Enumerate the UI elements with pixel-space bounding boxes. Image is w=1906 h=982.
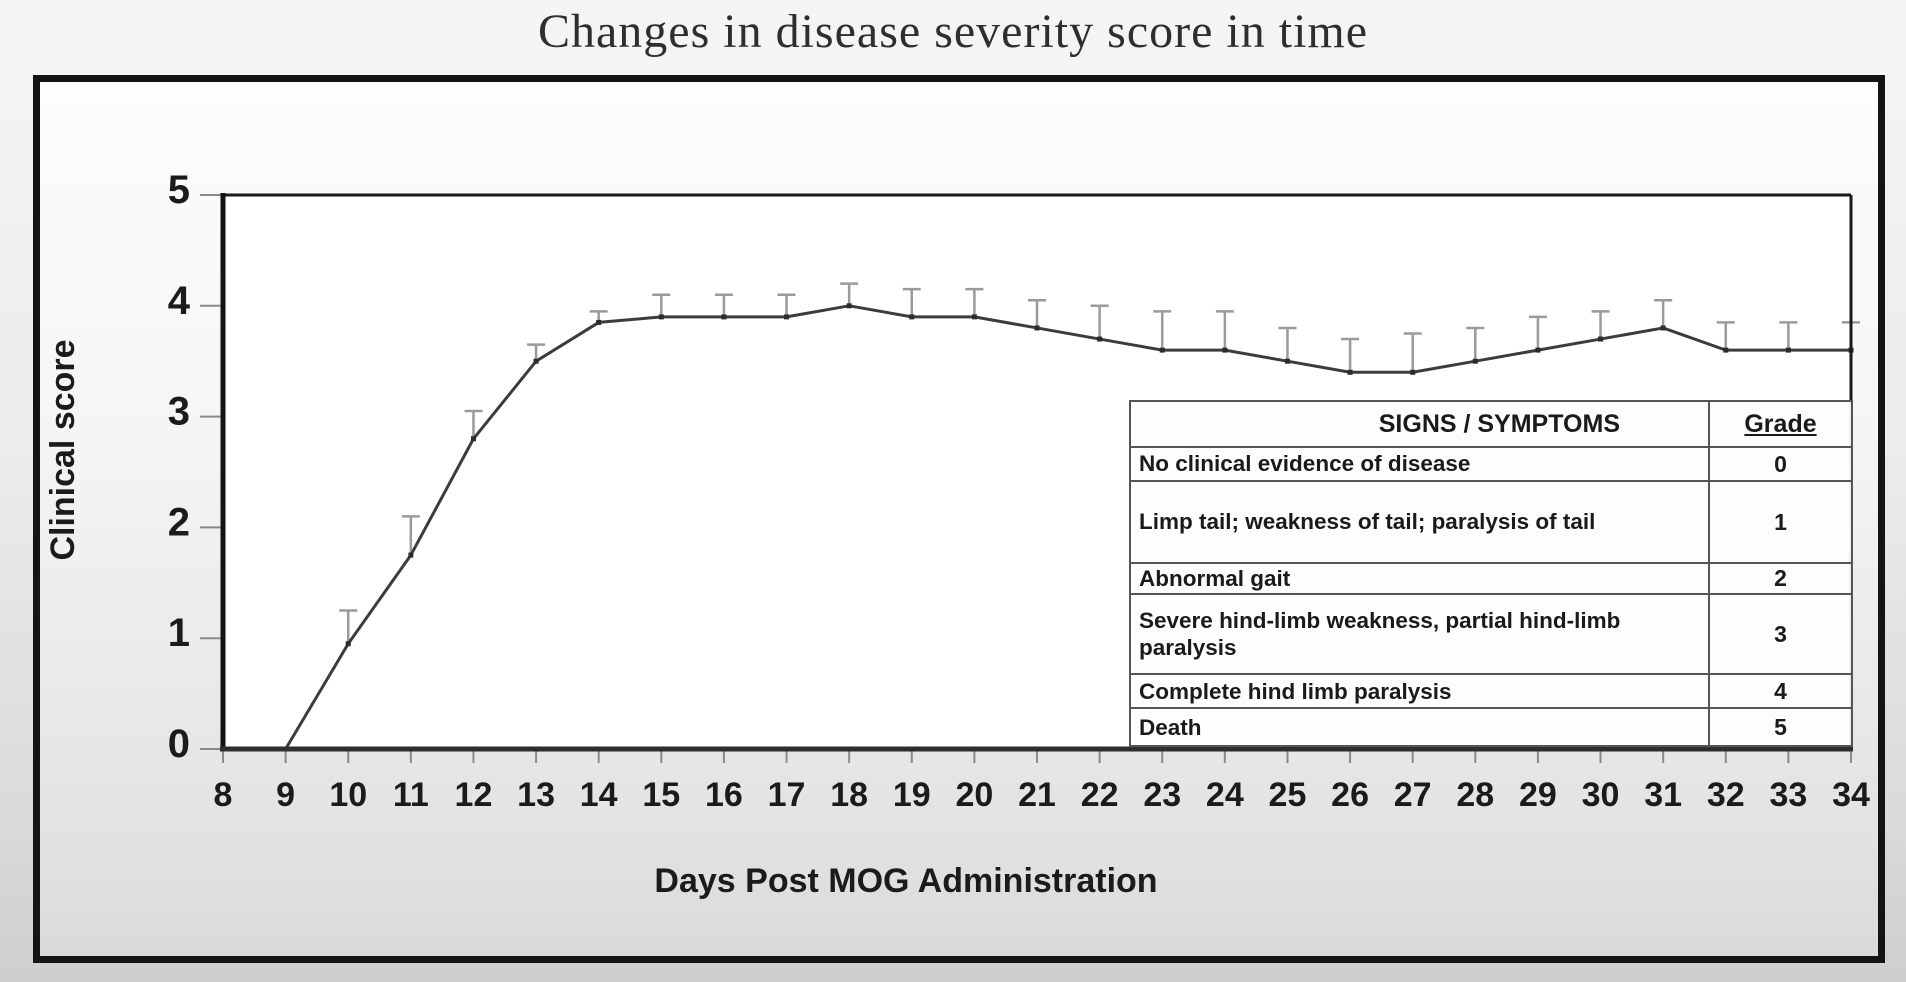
data-point-marker xyxy=(470,436,476,442)
x-tick-label: 34 xyxy=(1832,776,1870,814)
x-tick-label: 10 xyxy=(329,776,367,814)
grading-table-row: No clinical evidence of disease 0 xyxy=(1129,446,1853,482)
symptom-cell: Death xyxy=(1129,707,1710,748)
x-tick-label: 19 xyxy=(893,776,931,814)
grade-cell: 1 xyxy=(1708,480,1853,564)
x-tick-label: 26 xyxy=(1331,776,1369,814)
symptom-cell: Complete hind limb paralysis xyxy=(1129,673,1710,710)
data-point-marker xyxy=(1410,369,1416,375)
data-point-marker xyxy=(1347,369,1353,375)
y-tick-label: 1 xyxy=(168,611,190,655)
x-tick-label: 14 xyxy=(580,776,618,814)
data-point-marker xyxy=(658,314,664,320)
grading-table-row: Severe hind-limb weakness, partial hind-… xyxy=(1129,593,1853,676)
x-tick-label: 20 xyxy=(955,776,993,814)
x-tick-label: 17 xyxy=(768,776,806,814)
symptom-cell: Severe hind-limb weakness, partial hind-… xyxy=(1129,593,1710,676)
grading-table-row: Limp tail; weakness of tail; paralysis o… xyxy=(1129,480,1853,564)
grade-cell: 2 xyxy=(1708,561,1853,596)
symptom-cell: Abnormal gait xyxy=(1129,561,1710,596)
x-tick-label: 33 xyxy=(1769,776,1807,814)
grade-cell: 0 xyxy=(1708,446,1853,482)
data-point-marker xyxy=(784,314,790,320)
data-point-marker xyxy=(533,358,539,364)
x-tick-label: 23 xyxy=(1143,776,1181,814)
grading-table-header-row: SIGNS / SYMPTOMS Grade xyxy=(1129,400,1853,448)
data-point-marker xyxy=(1097,336,1103,342)
data-point-marker xyxy=(721,314,727,320)
data-point-marker xyxy=(1598,336,1604,342)
grading-table-row: Complete hind limb paralysis 4 xyxy=(1129,673,1853,710)
data-point-marker xyxy=(1284,358,1290,364)
y-tick-label: 2 xyxy=(168,500,190,544)
grading-table-row: Death 5 xyxy=(1129,707,1853,748)
x-tick-label: 28 xyxy=(1456,776,1494,814)
x-tick-label: 15 xyxy=(642,776,680,814)
x-tick-label: 27 xyxy=(1394,776,1432,814)
series-line xyxy=(284,304,1853,751)
y-tick-label: 5 xyxy=(168,168,190,212)
data-point-marker xyxy=(1785,347,1791,353)
data-point-marker xyxy=(1472,358,1478,364)
data-point-marker xyxy=(1660,325,1666,331)
grading-table-container: SIGNS / SYMPTOMS Grade No clinical evide… xyxy=(1129,400,1853,748)
y-axis-title: Clinical score xyxy=(44,339,82,560)
grading-table: SIGNS / SYMPTOMS Grade No clinical evide… xyxy=(1129,400,1853,748)
grading-table-row: Abnormal gait 2 xyxy=(1129,561,1853,596)
x-tick-label: 9 xyxy=(276,776,295,814)
x-tick-label: 8 xyxy=(214,776,233,814)
grade-column-header: Grade xyxy=(1708,400,1853,448)
clinical-score-series xyxy=(283,282,1860,752)
x-tick-label: 30 xyxy=(1582,776,1620,814)
x-axis-ticks: 8 9 10 11 12 13 14 15 16 17 18 19 20 21 22 23 24 25 26 27 28… xyxy=(214,750,1870,814)
x-tick-label: 24 xyxy=(1206,776,1244,814)
x-tick-label: 12 xyxy=(455,776,493,814)
x-tick-label: 16 xyxy=(705,776,743,814)
data-point-marker xyxy=(1535,347,1541,353)
data-point-marker xyxy=(1159,347,1165,353)
y-tick-label: 0 xyxy=(168,722,190,766)
grade-cell: 4 xyxy=(1708,673,1853,710)
grade-cell: 5 xyxy=(1708,707,1853,748)
data-point-marker xyxy=(345,641,351,647)
data-point-marker xyxy=(846,303,852,309)
data-point-marker xyxy=(596,319,602,325)
y-tick-label: 4 xyxy=(168,279,191,323)
data-point-marker xyxy=(408,552,414,558)
x-tick-label: 18 xyxy=(830,776,868,814)
x-tick-label: 21 xyxy=(1018,776,1056,814)
symptom-cell: Limp tail; weakness of tail; paralysis o… xyxy=(1129,480,1710,564)
y-tick-label: 3 xyxy=(168,390,190,434)
data-point-marker xyxy=(971,314,977,320)
x-tick-label: 31 xyxy=(1644,776,1682,814)
symptoms-column-header: SIGNS / SYMPTOMS xyxy=(1129,400,1710,448)
x-axis-title: Days Post MOG Administration xyxy=(654,862,1157,900)
chart-title: Changes in disease severity score in tim… xyxy=(537,5,1369,58)
data-point-marker xyxy=(1222,347,1228,353)
x-tick-label: 11 xyxy=(393,776,429,814)
symptom-cell: No clinical evidence of disease xyxy=(1129,446,1710,482)
grade-cell: 3 xyxy=(1708,593,1853,676)
x-tick-label: 25 xyxy=(1269,776,1307,814)
data-point-marker xyxy=(1034,325,1040,331)
data-point-marker xyxy=(1723,347,1729,353)
y-axis-ticks: 0 1 2 3 4 5 xyxy=(168,168,222,766)
x-tick-label: 22 xyxy=(1081,776,1119,814)
data-point-marker xyxy=(909,314,915,320)
x-tick-label: 29 xyxy=(1519,776,1557,814)
x-tick-label: 13 xyxy=(517,776,555,814)
x-tick-label: 32 xyxy=(1707,776,1745,814)
